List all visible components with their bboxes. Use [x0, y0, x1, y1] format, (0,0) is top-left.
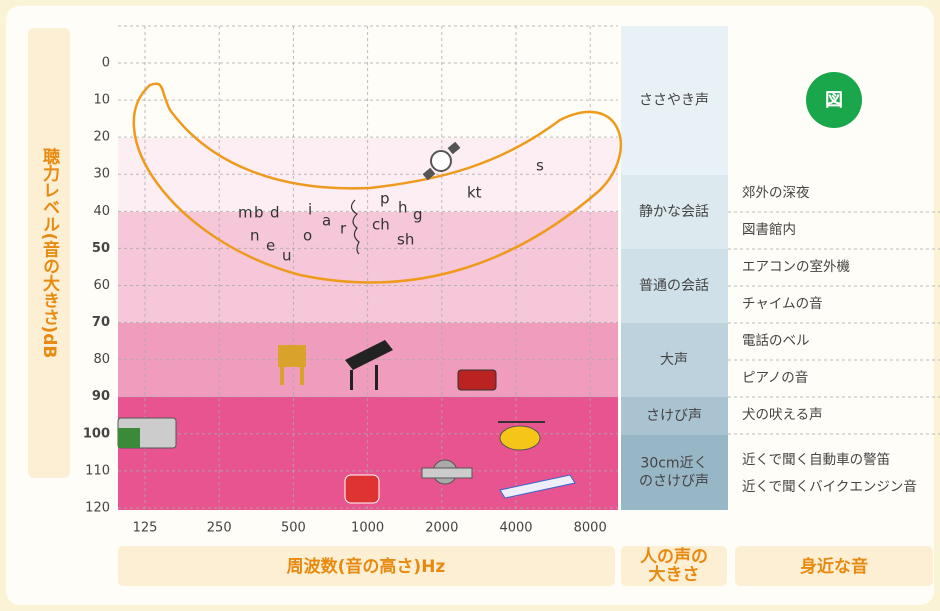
nearby-sound: 電話のベル	[742, 332, 810, 349]
y-tick-label: 50	[92, 241, 110, 256]
phoneme: d	[270, 204, 280, 222]
nearby-sound: 近くで聞く自動車の警笛	[742, 452, 890, 468]
voice-level: 30cm近く	[640, 456, 707, 472]
x-tick-label: 4000	[499, 521, 532, 536]
phoneme: b	[254, 204, 264, 222]
phoneme: g	[413, 206, 423, 224]
nearby-sound: チャイムの音	[742, 295, 823, 312]
sounds-column-label: 身近な音	[800, 556, 868, 577]
y-tick-label: 20	[93, 130, 110, 145]
diagram: 聴力レベル(音の大きさ)dB 図 周波数(音の高さ)Hz 人の声の 大きさ 身近…	[0, 0, 940, 611]
voice-cell	[621, 435, 728, 510]
phoneme: a	[322, 212, 331, 230]
y-tick-label: 110	[85, 463, 110, 478]
y-tick-label: 100	[83, 426, 110, 441]
phoneme: i	[308, 201, 312, 219]
y-tick-label: 80	[93, 352, 110, 367]
y-tick-label: 70	[92, 315, 110, 330]
nearby-sound: 犬の吠える声	[742, 407, 823, 423]
y-tick-label: 40	[93, 204, 110, 219]
y-axis-label: 聴力レベル(音の大きさ)dB	[39, 148, 60, 359]
phoneme: e	[266, 237, 275, 255]
y-tick-label: 60	[93, 278, 110, 293]
x-tick-label: 250	[207, 521, 232, 536]
nearby-sound: ピアノの音	[742, 369, 808, 386]
y-tick-label: 120	[85, 500, 110, 515]
voice-level: 大声	[660, 352, 688, 368]
y-tick-label: 10	[93, 93, 110, 108]
x-tick-label: 125	[133, 521, 158, 536]
x-tick-label: 1000	[351, 521, 384, 536]
nearby-sound: 近くで聞くバイクエンジン音	[742, 478, 917, 495]
voice-level: 普通の会話	[639, 277, 709, 294]
phoneme: u	[282, 247, 292, 265]
phoneme: sh	[397, 231, 414, 249]
x-tick-label: 2000	[425, 521, 458, 536]
voice-level: ささやき声	[639, 93, 709, 109]
phoneme: s	[536, 157, 544, 175]
voice-level: 静かな会話	[639, 203, 709, 220]
voice-column-label: 人の声の	[640, 546, 708, 567]
phoneme: p	[380, 190, 390, 208]
phoneme: kt	[467, 184, 482, 202]
voice-level: さけび声	[646, 408, 702, 424]
phoneme: r	[340, 220, 347, 238]
phoneme: ch	[372, 216, 390, 234]
y-tick-label: 90	[92, 389, 110, 404]
phoneme: n	[250, 227, 260, 245]
nearby-sound: エアコンの室外機	[742, 258, 850, 275]
voice-column-label: 大きさ	[649, 564, 700, 585]
nearby-sound: 郊外の深夜	[742, 184, 810, 201]
x-tick-label: 500	[281, 521, 306, 536]
phoneme: h	[398, 199, 408, 217]
voice-level: のさけび声	[639, 474, 709, 490]
phoneme: m	[238, 204, 253, 222]
y-tick-label: 0	[102, 56, 110, 71]
y-tick-label: 30	[93, 167, 110, 182]
phoneme: o	[303, 227, 312, 245]
nearby-sound: 図書館内	[742, 222, 796, 238]
x-axis-label: 周波数(音の高さ)Hz	[287, 556, 446, 577]
badge: 図	[825, 90, 843, 111]
x-tick-label: 8000	[574, 521, 607, 536]
